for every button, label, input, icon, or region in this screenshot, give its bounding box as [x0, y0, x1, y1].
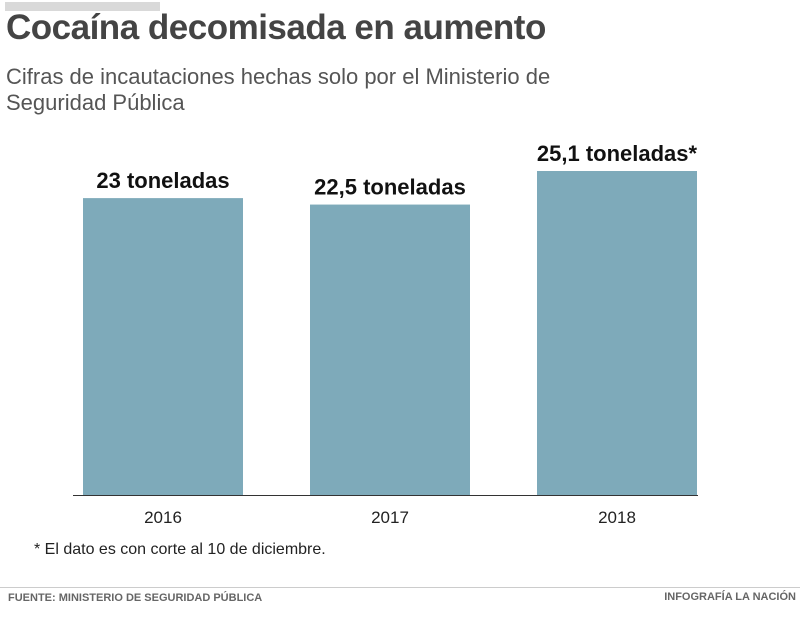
x-tick-label: 2018 — [598, 508, 636, 527]
chart-subtitle: Cifras de incautaciones hechas solo por … — [6, 64, 551, 115]
x-tick-label: 2017 — [371, 508, 409, 527]
x-tick-label: 2016 — [144, 508, 182, 527]
header-accent-bar — [5, 2, 160, 11]
bar-2016 — [83, 198, 243, 495]
data-label: 22,5 toneladas — [314, 175, 466, 200]
bar-2017 — [310, 204, 470, 495]
data-label: 25,1 toneladas* — [537, 141, 698, 166]
source-credit: FUENTE: MINISTERIO DE SEGURIDAD PÚBLICA — [8, 592, 263, 604]
infographic-credit: INFOGRAFÍA LA NACIÓN — [664, 591, 796, 603]
footnote: * El dato es con corte al 10 de diciembr… — [34, 541, 326, 558]
bar-2018 — [537, 171, 697, 495]
chart-title: Cocaína decomisada en aumento — [6, 8, 546, 47]
bar-chart: 23 toneladas 2016 22,5 toneladas 2017 25,1 t… — [73, 141, 698, 527]
data-label: 23 toneladas — [96, 168, 229, 193]
footer-divider — [0, 587, 800, 588]
